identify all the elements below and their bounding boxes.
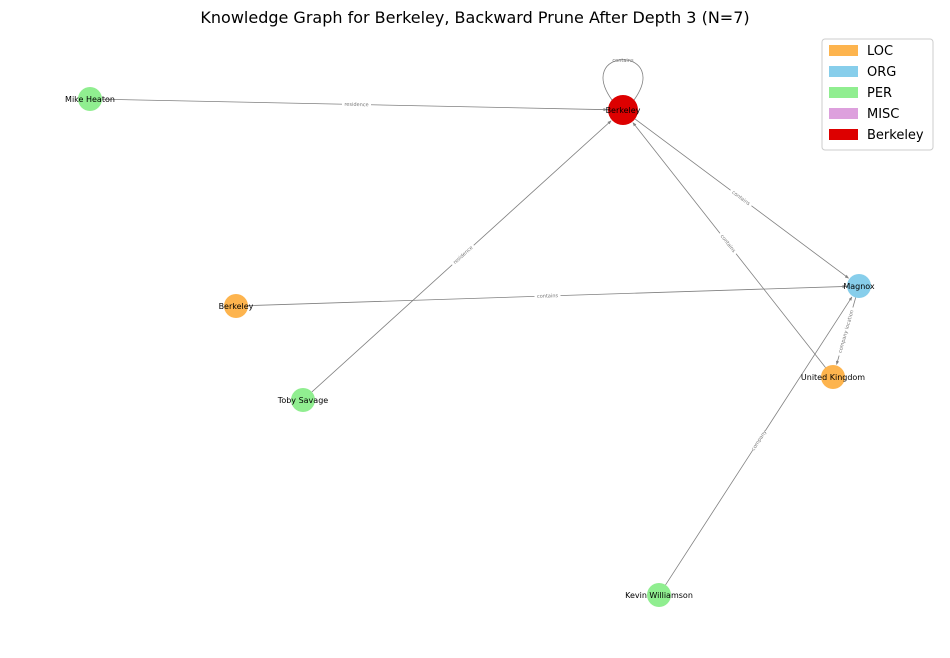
edge-self-loop — [602, 59, 644, 105]
edge-label-bg — [749, 428, 767, 451]
edge-label-bg — [449, 242, 475, 266]
node-magnox[interactable] — [847, 274, 871, 298]
edge-label-bg — [341, 100, 372, 107]
legend-label: LOC — [867, 44, 893, 59]
edge-label: company location — [837, 309, 855, 353]
edge-label-bg — [729, 187, 754, 207]
edge-label: contains — [537, 293, 559, 300]
edge-label: contains — [612, 58, 634, 64]
legend-swatch — [829, 66, 858, 77]
legend-swatch — [829, 45, 858, 56]
legend: LOC ORG PER MISC Berkeley — [821, 38, 934, 151]
graph-title: Knowledge Graph for Berkeley, Backward P… — [200, 8, 749, 27]
node-united-kingdom[interactable] — [821, 365, 845, 389]
edge-label: contains — [719, 234, 737, 255]
edge-label-bg — [718, 231, 739, 255]
edge-label: company — [751, 429, 769, 452]
node-kevin-williamson[interactable] — [647, 583, 671, 607]
node-berkeley-center[interactable] — [608, 95, 638, 125]
legend-swatch — [829, 108, 858, 119]
legend-swatch — [829, 87, 858, 98]
node-berkeley-loc[interactable] — [224, 294, 248, 318]
legend-label: PER — [867, 86, 892, 101]
node-label: Toby Savage — [277, 396, 328, 405]
node-label: Kevin Williamson — [625, 591, 693, 600]
edge-label: contains — [730, 190, 751, 208]
legend-label: MISC — [867, 107, 899, 122]
node-label: United Kingdom — [801, 373, 865, 382]
legend-label: Berkeley — [867, 128, 924, 143]
legend-swatch — [829, 129, 858, 140]
edge-label-bg — [835, 306, 855, 356]
node-label: Berkeley — [219, 302, 254, 311]
legend-label: ORG — [867, 65, 896, 80]
edges-layer: contains residence contains residence contai… — [101, 58, 857, 586]
node-mike-heaton[interactable] — [78, 87, 102, 111]
nodes-layer: Berkeley Mike Heaton Magnox Berkeley Toby Sa… — [65, 87, 875, 607]
node-label: Berkeley — [606, 106, 641, 115]
node-label: Magnox — [843, 282, 875, 291]
legend-items: LOC ORG PER MISC Berkeley — [829, 44, 924, 143]
edge-label: residence — [452, 245, 474, 266]
node-label: Mike Heaton — [65, 95, 115, 104]
node-toby-savage[interactable] — [291, 388, 315, 412]
edge-label-bg — [534, 292, 561, 298]
edge-label: residence — [344, 102, 368, 108]
